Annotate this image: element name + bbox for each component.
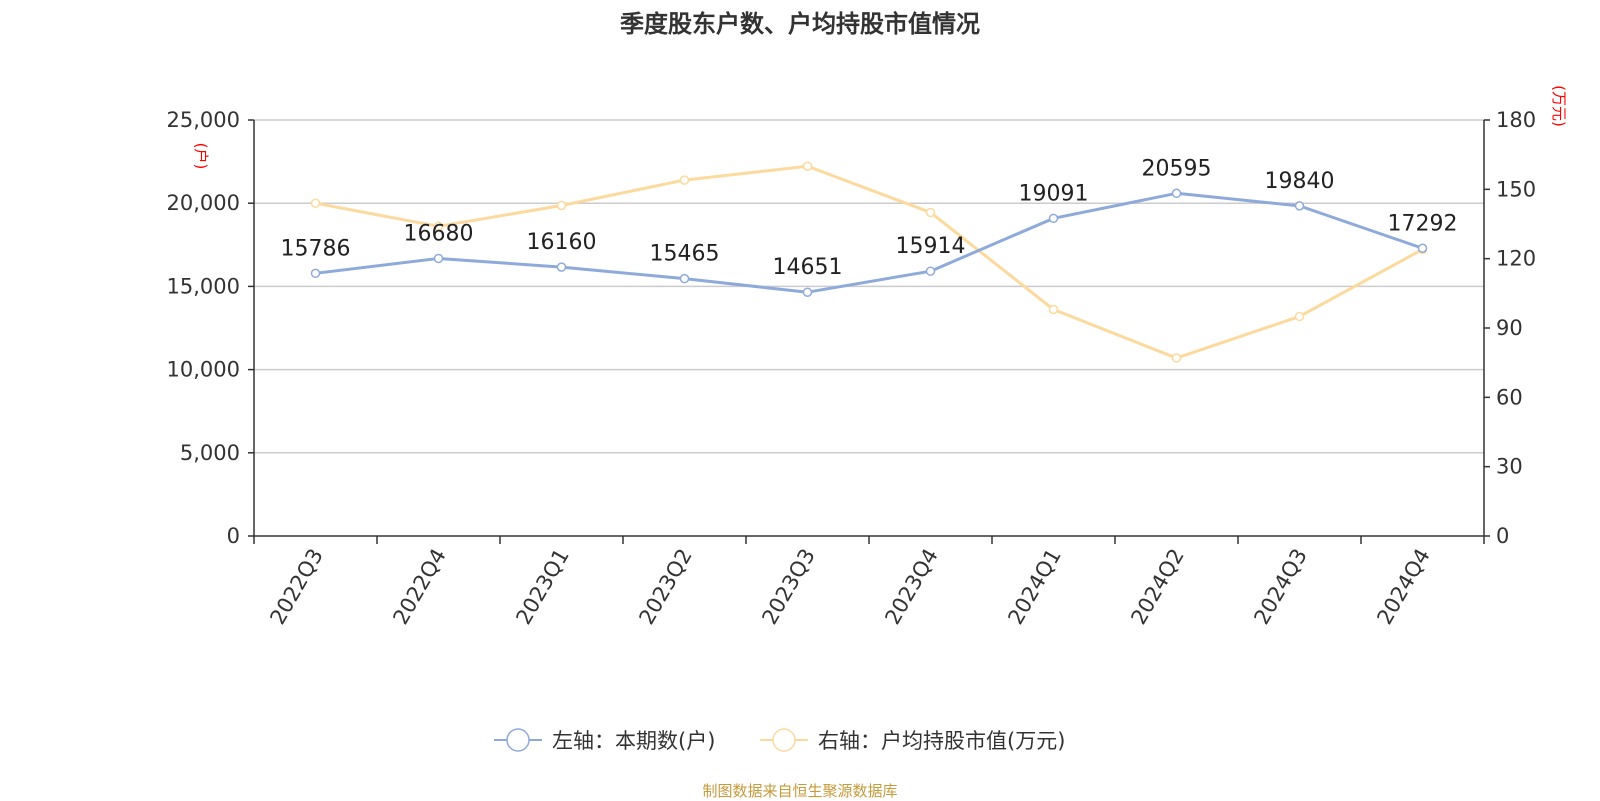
data-label: 16160 <box>527 230 597 255</box>
x-tick-label: 2023Q1 <box>511 545 573 629</box>
legend-marker <box>506 728 530 752</box>
x-tick-label: 2023Q2 <box>634 545 696 629</box>
right-tick-label: 90 <box>1496 316 1523 340</box>
legend-marker <box>772 728 796 752</box>
series-point-0 <box>1417 243 1428 254</box>
legend-label: 右轴：户均持股市值(万元) <box>818 729 1065 753</box>
right-tick-label: 180 <box>1496 108 1536 132</box>
series-point-0 <box>310 268 321 279</box>
data-label: 19091 <box>1019 181 1089 206</box>
data-label: 15465 <box>650 242 720 267</box>
series-point-0 <box>433 253 444 264</box>
legend-item-0[interactable]: 左轴：本期数(户) <box>494 728 715 753</box>
x-tick-label: 2023Q3 <box>757 545 819 629</box>
chart: 季度股东户数、户均持股市值情况 0 5,000 10,000 15,000 20,000… <box>167 10 1568 753</box>
data-labels: 15786 16680 16160 15465 14651 15914 19091 20595… <box>281 156 1458 280</box>
series-point-1 <box>925 207 936 218</box>
left-tick-label: 5,000 <box>180 441 240 465</box>
legend-label: 左轴：本期数(户) <box>552 729 715 753</box>
data-label: 20595 <box>1142 156 1212 181</box>
series-point-0 <box>925 266 936 276</box>
series-point-1 <box>310 198 321 208</box>
data-label: 15786 <box>281 236 351 261</box>
series-point-1 <box>679 175 690 185</box>
series-point-0 <box>679 273 690 284</box>
series-layer <box>310 161 1428 363</box>
right-tick-label: 150 <box>1496 177 1536 201</box>
x-tick-label: 2024Q3 <box>1249 545 1311 629</box>
left-axis-unit: (户) <box>192 143 210 170</box>
right-tick-label: 60 <box>1496 385 1523 409</box>
legend-item-1[interactable]: 右轴：户均持股市值(万元) <box>760 728 1065 753</box>
right-tick-label: 0 <box>1496 524 1509 548</box>
series-point-0 <box>1171 188 1182 199</box>
series-point-1 <box>433 221 444 232</box>
data-label: 16680 <box>404 221 474 246</box>
series-point-1 <box>1294 311 1305 322</box>
right-axis-unit: (万元) <box>1550 85 1568 127</box>
data-label: 15914 <box>896 234 966 259</box>
series-point-1 <box>1048 304 1059 315</box>
series-line-0 <box>315 191 1423 294</box>
left-tick-label: 10,000 <box>167 358 240 382</box>
left-tick-label: 0 <box>227 524 240 548</box>
right-tick-label: 30 <box>1496 455 1523 479</box>
data-label: 17292 <box>1388 211 1458 236</box>
data-label: 19840 <box>1265 169 1335 194</box>
series-point-0 <box>802 287 813 297</box>
series-point-1 <box>1171 353 1182 363</box>
series-line-1 <box>315 164 1424 360</box>
x-tick-label: 2024Q1 <box>1003 545 1065 629</box>
source-note: 制图数据来自恒生聚源数据库 <box>702 782 898 800</box>
x-tick-label: 2024Q2 <box>1126 545 1188 629</box>
data-label: 14651 <box>773 255 843 280</box>
series-point-0 <box>1048 213 1059 224</box>
x-tick-label: 2022Q4 <box>388 545 450 629</box>
right-tick-label: 120 <box>1496 247 1536 271</box>
series-point-1 <box>556 200 567 211</box>
x-tick-label: 2023Q4 <box>880 545 942 629</box>
x-tick-label: 2024Q4 <box>1372 545 1434 629</box>
series-point-0 <box>1294 201 1305 211</box>
chart-title: 季度股东户数、户均持股市值情况 <box>620 10 980 38</box>
series-point-1 <box>802 161 813 171</box>
legend[interactable]: 左轴：本期数(户) 右轴：户均持股市值(万元) <box>494 728 1065 753</box>
axes: 0 5,000 10,000 15,000 20,000 25,000 0 30 60 90 120… <box>167 85 1568 629</box>
series-point-0 <box>556 262 567 272</box>
x-tick-label: 2022Q3 <box>265 545 327 629</box>
left-tick-label: 20,000 <box>167 191 240 215</box>
left-tick-label: 15,000 <box>167 274 240 298</box>
left-tick-label: 25,000 <box>167 108 240 132</box>
